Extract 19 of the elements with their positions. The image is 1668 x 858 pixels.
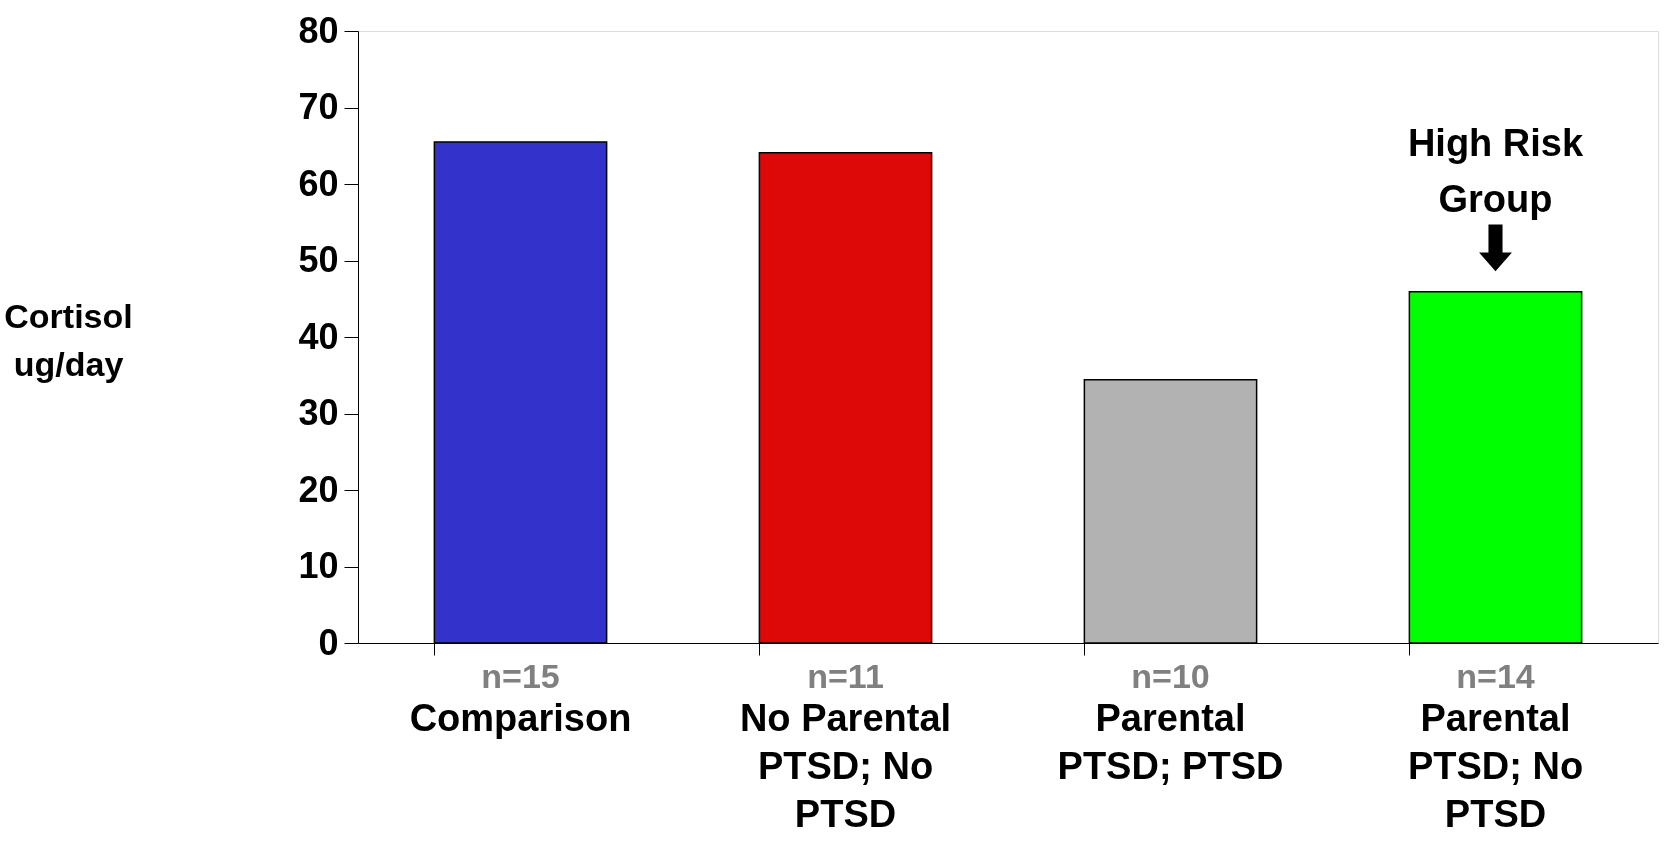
y-tick-label: 50 (298, 239, 339, 280)
text: n=15 (481, 657, 560, 695)
x-tick-label: Comparison (409, 697, 632, 739)
y-tick-label: 10 (298, 545, 339, 586)
x-tick-label: No Parental PTSD; No PTSD (739, 697, 952, 835)
y-tick-label: 80 (298, 9, 339, 51)
text: n=14 (1456, 657, 1535, 695)
y-tick-label: 30 (298, 392, 339, 433)
y-axis-title: Cortisol ug/day (4, 296, 133, 383)
y-tick-label: 0 (318, 621, 339, 663)
y-tick-label: 20 (298, 468, 339, 510)
text: n=10 (1131, 657, 1210, 695)
y-tick-label: 40 (298, 315, 339, 357)
x-tick-label: Parental PTSD; No PTSD (1407, 697, 1584, 835)
y-tick-label: 70 (298, 86, 339, 127)
y-tick-label: 60 (298, 162, 339, 204)
x-tick-label: Parental PTSD; PTSD (1057, 697, 1284, 787)
annotation: High Risk Group (1407, 121, 1584, 220)
text: n=11 (807, 657, 884, 695)
